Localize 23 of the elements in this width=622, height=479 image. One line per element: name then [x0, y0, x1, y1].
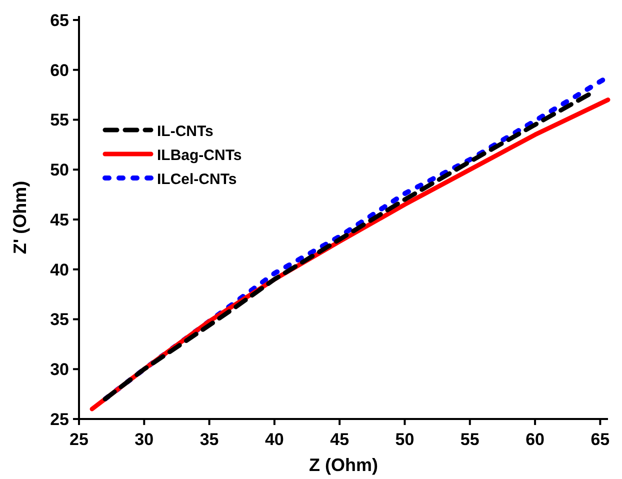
x-tick-label: 35 — [200, 430, 219, 449]
x-tick-label: 45 — [330, 430, 350, 449]
legend-label: ILBag-CNTs — [157, 147, 242, 164]
y-tick-label: 30 — [50, 360, 69, 380]
x-tick-label: 60 — [526, 430, 544, 449]
x-tick-label: 30 — [134, 430, 154, 449]
y-tick-label: 55 — [50, 110, 69, 130]
y-tick-label: 40 — [50, 260, 69, 280]
x-tick-label: 55 — [460, 430, 480, 449]
x-tick-label: 50 — [395, 430, 414, 449]
y-tick-label: 60 — [50, 60, 69, 80]
x-tick-label: 40 — [264, 430, 284, 449]
y-tick-label: 25 — [50, 410, 69, 429]
y-tick-label: 50 — [50, 160, 69, 180]
legend-label: ILCel-CNTs — [157, 171, 237, 188]
x-tick-label: 65 — [590, 430, 610, 449]
y-tick-label: 35 — [50, 310, 69, 330]
y-tick-label: 65 — [50, 10, 69, 30]
y-tick-label: 45 — [50, 210, 69, 230]
x-axis-title: Z (Ohm) — [309, 455, 378, 475]
x-tick-label: 25 — [70, 430, 88, 449]
y-axis-title: Z' (Ohm) — [10, 180, 30, 254]
legend-label: IL-CNTs — [157, 123, 214, 140]
